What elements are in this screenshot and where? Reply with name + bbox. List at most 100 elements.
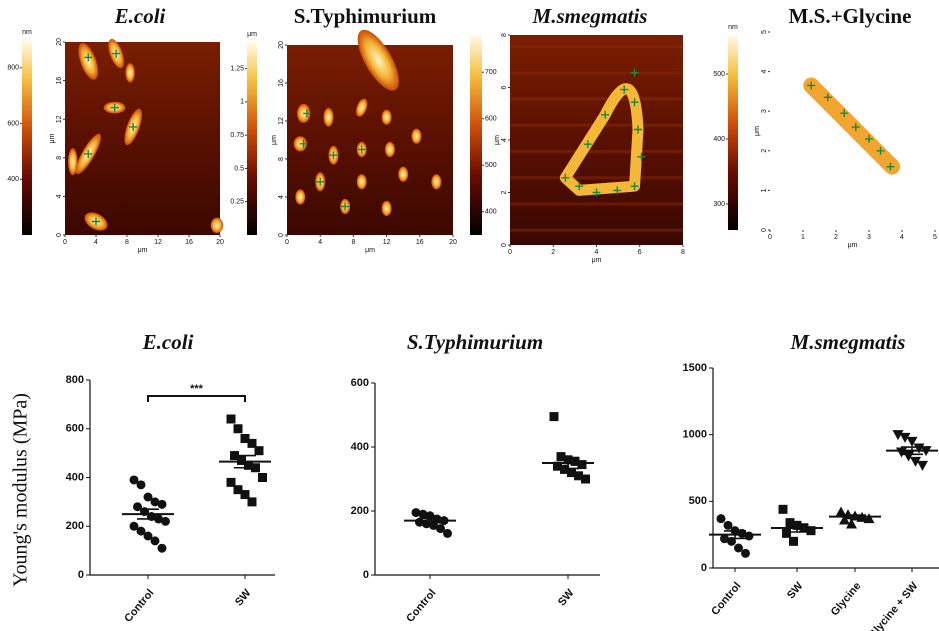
x-tick-label: 4 — [94, 239, 98, 246]
x-tick-label: 6 — [638, 249, 642, 256]
y-axis-label: μm — [754, 126, 761, 136]
y-tick-label: 200 — [351, 505, 369, 517]
y-tick-label: 0 — [501, 243, 508, 247]
colorbar-tick-label: 0.75 — [230, 132, 244, 139]
y-axis-label: μm — [271, 135, 278, 145]
x-tick-label: Glycine — [829, 580, 864, 618]
bacterium — [68, 148, 77, 175]
data-point — [581, 475, 590, 484]
x-tick-label: 4 — [595, 249, 599, 256]
colorbar-tick-label: 0.25 — [230, 199, 244, 206]
y-tick-label: 0 — [701, 562, 707, 574]
bacterium — [324, 108, 334, 127]
colorbar-tick-label: 400 — [7, 176, 19, 183]
colorbar-unit: nm — [22, 29, 32, 36]
x-tick-label: 0 — [768, 234, 772, 241]
colorbar-unit: μm — [247, 31, 257, 38]
bacterium — [382, 201, 392, 216]
colorbar-tick-label: 400 — [485, 209, 497, 216]
x-tick-label: 20 — [216, 239, 224, 246]
afm-image — [287, 45, 453, 235]
significance-bracket — [148, 396, 245, 402]
chart-title: E.coli — [142, 330, 194, 354]
y-tick-label: 3 — [761, 109, 768, 113]
y-tick-label: 400 — [351, 441, 369, 453]
x-tick-label: 4 — [318, 239, 322, 246]
colorbar-tick-label: 800 — [7, 65, 19, 72]
bacterium — [211, 218, 223, 233]
bacterium — [412, 129, 422, 144]
chart-title: M.smegmatis — [790, 330, 906, 354]
y-tick-label: 0 — [56, 233, 63, 237]
x-tick-label: 2 — [551, 249, 555, 256]
x-tick-label: 1 — [801, 234, 805, 241]
data-point — [258, 473, 267, 482]
data-point — [741, 549, 750, 558]
y-tick-label: 5 — [761, 30, 768, 34]
y-tick-label: 20 — [278, 41, 285, 49]
data-point — [234, 424, 243, 433]
y-tick-label: 400 — [66, 471, 84, 483]
data-point — [151, 536, 160, 545]
colorbar-tick-label: 1 — [240, 99, 244, 106]
scan-line — [510, 71, 683, 74]
colorbar-unit: nm — [728, 24, 738, 31]
x-tick-label: Control — [709, 580, 743, 618]
colorbar-tick-label: 400 — [713, 136, 725, 143]
y-tick-label: 4 — [56, 194, 63, 198]
y-tick-label: 12 — [278, 117, 285, 125]
x-tick-label: 2 — [834, 234, 838, 241]
colorbar — [470, 35, 482, 235]
bacterium — [125, 63, 134, 82]
x-tick-label: Control — [404, 587, 438, 625]
x-tick-label: 8 — [681, 249, 685, 256]
panel-title: M.smegmatis — [532, 4, 648, 28]
y-tick-label: 4 — [278, 195, 285, 199]
y-tick-label: 1000 — [683, 429, 707, 441]
y-tick-label: 0 — [278, 233, 285, 237]
colorbar-tick-label: 500 — [713, 71, 725, 78]
y-tick-label: 20 — [56, 38, 63, 46]
data-point — [443, 529, 452, 538]
data-point — [917, 461, 928, 471]
bacterium — [295, 189, 305, 204]
y-tick-label: 8 — [278, 157, 285, 161]
data-point — [550, 412, 559, 421]
x-tick-label: 12 — [383, 239, 391, 246]
y-tick-label: 16 — [56, 77, 63, 85]
scan-line — [510, 150, 683, 153]
data-point — [789, 537, 798, 546]
y-tick-label: 600 — [351, 377, 369, 389]
x-tick-label: SW — [556, 587, 577, 609]
bacterium — [382, 110, 392, 125]
x-tick-label: 0 — [508, 249, 512, 256]
bacterium — [398, 167, 408, 182]
y-tick-label: 12 — [56, 115, 63, 123]
figure: Young's modulus (MPa) E.colinm4006008000… — [0, 0, 939, 631]
y-tick-label: 2 — [761, 149, 768, 153]
y-tick-label: 200 — [66, 520, 84, 532]
data-point — [158, 500, 167, 509]
x-tick-label: 8 — [125, 239, 129, 246]
colorbar-tick-label: 600 — [7, 120, 19, 127]
y-tick-label: 800 — [66, 374, 84, 386]
x-tick-label: 5 — [933, 234, 937, 241]
y-tick-label: 600 — [66, 423, 84, 435]
colorbar — [22, 40, 32, 235]
data-point — [782, 529, 791, 538]
x-tick-label: Control — [122, 587, 156, 625]
y-tick-label: 8 — [501, 33, 508, 37]
scan-line — [510, 45, 683, 48]
data-point — [137, 480, 146, 489]
data-point — [248, 497, 257, 506]
x-tick-label: 0 — [63, 239, 67, 246]
y-tick-label: 0 — [78, 569, 84, 581]
chart-title: S.Typhimurium — [407, 330, 543, 354]
x-tick-label: 16 — [416, 239, 424, 246]
significance-label: *** — [190, 383, 204, 395]
data-point — [161, 517, 170, 526]
bacterium — [385, 142, 395, 157]
x-tick-label: 8 — [351, 239, 355, 246]
bacterium — [431, 174, 441, 189]
panel-title: M.S.+Glycine — [789, 4, 912, 28]
